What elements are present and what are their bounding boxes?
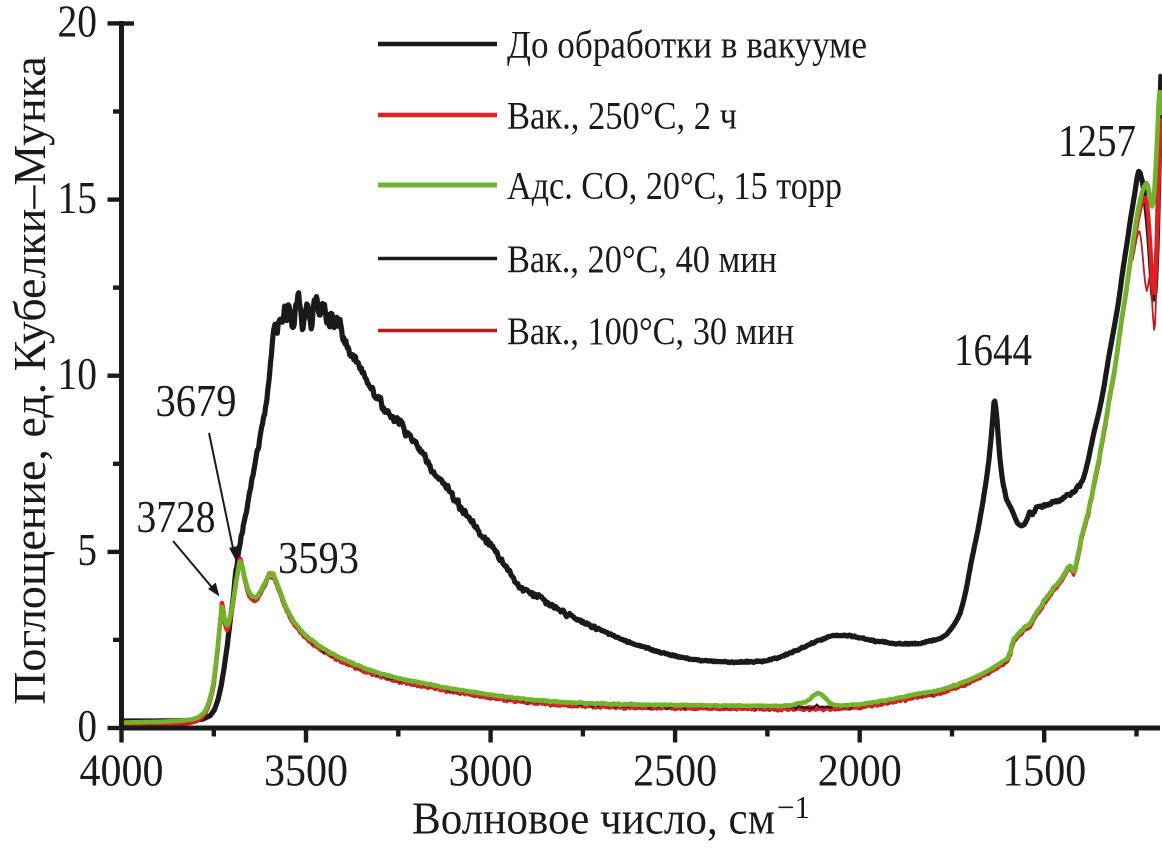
- svg-text:0: 0: [78, 700, 98, 751]
- svg-text:5: 5: [78, 524, 98, 575]
- svg-text:2500: 2500: [633, 745, 717, 796]
- svg-text:Вак., 250°С, 2 ч: Вак., 250°С, 2 ч: [507, 95, 737, 138]
- svg-text:3500: 3500: [264, 745, 348, 796]
- svg-text:3000: 3000: [449, 745, 533, 796]
- svg-text:Поглощение, ед. Кубелки–Мунка: Поглощение, ед. Кубелки–Мунка: [4, 56, 55, 705]
- svg-text:15: 15: [58, 172, 98, 223]
- svg-text:1500: 1500: [1002, 745, 1086, 796]
- svg-text:1257: 1257: [1058, 115, 1136, 166]
- svg-text:20: 20: [58, 0, 98, 47]
- svg-text:Вак., 100°С, 30 мин: Вак., 100°С, 30 мин: [507, 310, 794, 353]
- svg-text:2000: 2000: [818, 745, 902, 796]
- svg-text:4000: 4000: [80, 745, 164, 796]
- svg-text:1644: 1644: [954, 324, 1032, 375]
- svg-text:До обработки в вакууме: До обработки в вакууме: [507, 24, 867, 67]
- svg-text:3728: 3728: [137, 491, 216, 542]
- svg-text:3593: 3593: [278, 532, 359, 583]
- svg-text:Адс. СО, 20°С, 15 торр: Адс. СО, 20°С, 15 торр: [507, 165, 842, 208]
- svg-text:10: 10: [58, 348, 98, 399]
- svg-text:3679: 3679: [156, 375, 237, 426]
- svg-text:−1: −1: [777, 789, 810, 825]
- svg-text:Волновое число, см: Волновое число, см: [412, 793, 775, 844]
- svg-text:Вак., 20°С, 40 мин: Вак., 20°С, 40 мин: [507, 238, 777, 281]
